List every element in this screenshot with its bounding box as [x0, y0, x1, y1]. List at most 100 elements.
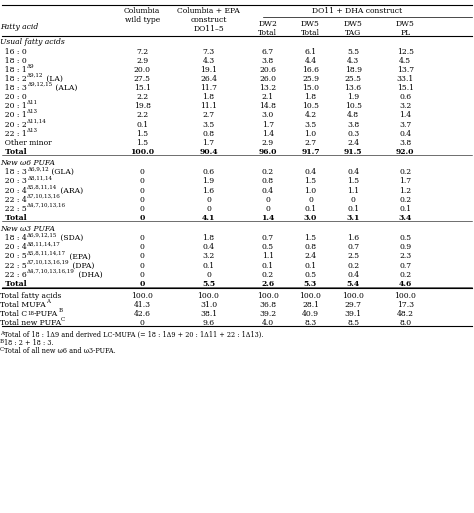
Text: 5.4: 5.4 — [346, 280, 360, 288]
Text: 0.5: 0.5 — [262, 243, 274, 251]
Text: 0: 0 — [206, 271, 211, 279]
Text: 3.8: 3.8 — [347, 121, 359, 129]
Text: 5.3: 5.3 — [304, 280, 317, 288]
Text: 26.4: 26.4 — [200, 75, 217, 83]
Text: 18 : 3: 18 : 3 — [0, 84, 27, 92]
Text: 0.8: 0.8 — [304, 243, 317, 251]
Text: 5.5: 5.5 — [347, 48, 359, 55]
Text: 2.1: 2.1 — [262, 93, 274, 101]
Text: 20 : 2: 20 : 2 — [0, 121, 27, 129]
Text: Total MUFA: Total MUFA — [0, 301, 46, 309]
Text: 0.1: 0.1 — [304, 262, 317, 269]
Text: B: B — [58, 308, 63, 313]
Text: Other minor: Other minor — [0, 139, 52, 147]
Text: 3.8: 3.8 — [262, 56, 274, 65]
Text: 0.4: 0.4 — [202, 243, 215, 251]
Text: Δ9: Δ9 — [27, 64, 35, 69]
Text: Δ13: Δ13 — [27, 128, 38, 133]
Text: Columbia + EPA
construct
DO11–5: Columbia + EPA construct DO11–5 — [177, 7, 240, 33]
Text: 3.5: 3.5 — [202, 121, 215, 129]
Text: 4.8: 4.8 — [347, 111, 359, 120]
Text: 2.2: 2.2 — [136, 93, 148, 101]
Text: 15.1: 15.1 — [397, 84, 414, 92]
Text: Total of all new ω6 and ω3-PUFA.: Total of all new ω6 and ω3-PUFA. — [4, 347, 116, 354]
Text: 2.7: 2.7 — [304, 139, 317, 147]
Text: 25.5: 25.5 — [345, 75, 362, 83]
Text: 0.1: 0.1 — [262, 262, 274, 269]
Text: 22 : 5: 22 : 5 — [0, 205, 27, 213]
Text: Δ4,7,10,13,16,19: Δ4,7,10,13,16,19 — [27, 269, 75, 273]
Text: 0: 0 — [139, 280, 145, 288]
Text: 7.2: 7.2 — [136, 48, 148, 55]
Text: 0: 0 — [139, 214, 145, 222]
Text: 1.4: 1.4 — [262, 130, 274, 137]
Text: 20 : 4: 20 : 4 — [0, 187, 27, 194]
Text: 41.3: 41.3 — [134, 301, 151, 309]
Text: Columbia
wild type: Columbia wild type — [124, 7, 160, 24]
Text: 0.8: 0.8 — [262, 177, 274, 185]
Text: 18 : 2: 18 : 2 — [0, 75, 27, 83]
Text: 1.4: 1.4 — [399, 111, 411, 120]
Text: DW5
PL: DW5 PL — [396, 20, 415, 37]
Text: 2.4: 2.4 — [304, 252, 317, 261]
Text: 0.2: 0.2 — [399, 271, 411, 279]
Text: Δ11: Δ11 — [27, 100, 38, 105]
Text: 0: 0 — [140, 252, 145, 261]
Text: Δ11,14: Δ11,14 — [27, 119, 47, 124]
Text: 20 : 5: 20 : 5 — [0, 252, 27, 261]
Text: 0.2: 0.2 — [347, 262, 359, 269]
Text: 2.5: 2.5 — [347, 252, 359, 261]
Text: Total fatty acids: Total fatty acids — [0, 291, 61, 300]
Text: 10.5: 10.5 — [302, 102, 319, 110]
Text: 16 : 0: 16 : 0 — [0, 48, 27, 55]
Text: (SDA): (SDA) — [58, 234, 83, 242]
Text: 100.0: 100.0 — [257, 291, 279, 300]
Text: 0.1: 0.1 — [399, 205, 411, 213]
Text: DW5
Total: DW5 Total — [301, 20, 320, 37]
Text: 4.2: 4.2 — [304, 111, 317, 120]
Text: 1.4: 1.4 — [261, 214, 274, 222]
Text: Δ5,8,11,14: Δ5,8,11,14 — [27, 185, 57, 189]
Text: 0.4: 0.4 — [399, 130, 411, 137]
Text: 1.5: 1.5 — [304, 234, 317, 242]
Text: 0: 0 — [265, 205, 270, 213]
Text: 2.6: 2.6 — [261, 280, 274, 288]
Text: 15.0: 15.0 — [302, 84, 319, 92]
Text: C: C — [61, 317, 65, 322]
Text: 18.9: 18.9 — [345, 66, 362, 74]
Text: 0.7: 0.7 — [399, 262, 411, 269]
Text: (ALA): (ALA) — [53, 84, 77, 92]
Text: 1.0: 1.0 — [304, 130, 317, 137]
Text: 4.4: 4.4 — [304, 56, 317, 65]
Text: (LA): (LA) — [44, 75, 63, 83]
Text: 1.8: 1.8 — [202, 93, 215, 101]
Text: (GLA): (GLA) — [49, 168, 74, 176]
Text: 16.6: 16.6 — [302, 66, 319, 74]
Text: Fatty acid: Fatty acid — [0, 23, 38, 31]
Text: New ω6 PUFA: New ω6 PUFA — [0, 159, 55, 167]
Text: 2.4: 2.4 — [347, 139, 359, 147]
Text: 39.1: 39.1 — [345, 310, 362, 318]
Text: 100.0: 100.0 — [198, 291, 219, 300]
Text: 42.6: 42.6 — [134, 310, 151, 318]
Text: 17.3: 17.3 — [397, 301, 414, 309]
Text: 3.1: 3.1 — [346, 214, 360, 222]
Text: 4.0: 4.0 — [262, 319, 274, 327]
Text: 0.3: 0.3 — [347, 130, 359, 137]
Text: Δ8,11,14,17: Δ8,11,14,17 — [27, 241, 61, 246]
Text: 0: 0 — [140, 319, 145, 327]
Text: 13.7: 13.7 — [397, 66, 414, 74]
Text: DW5
TAG: DW5 TAG — [344, 20, 363, 37]
Text: 0.8: 0.8 — [202, 130, 215, 137]
Text: 20 : 1: 20 : 1 — [0, 102, 27, 110]
Text: 7.3: 7.3 — [202, 48, 215, 55]
Text: Total C: Total C — [0, 310, 27, 318]
Text: 100.0: 100.0 — [300, 291, 321, 300]
Text: 39.2: 39.2 — [259, 310, 276, 318]
Text: A: A — [0, 330, 4, 336]
Text: 0: 0 — [140, 205, 145, 213]
Text: 8.0: 8.0 — [399, 319, 411, 327]
Text: 10.5: 10.5 — [345, 102, 362, 110]
Text: Δ9,12,15: Δ9,12,15 — [27, 82, 53, 87]
Text: 0.1: 0.1 — [347, 205, 359, 213]
